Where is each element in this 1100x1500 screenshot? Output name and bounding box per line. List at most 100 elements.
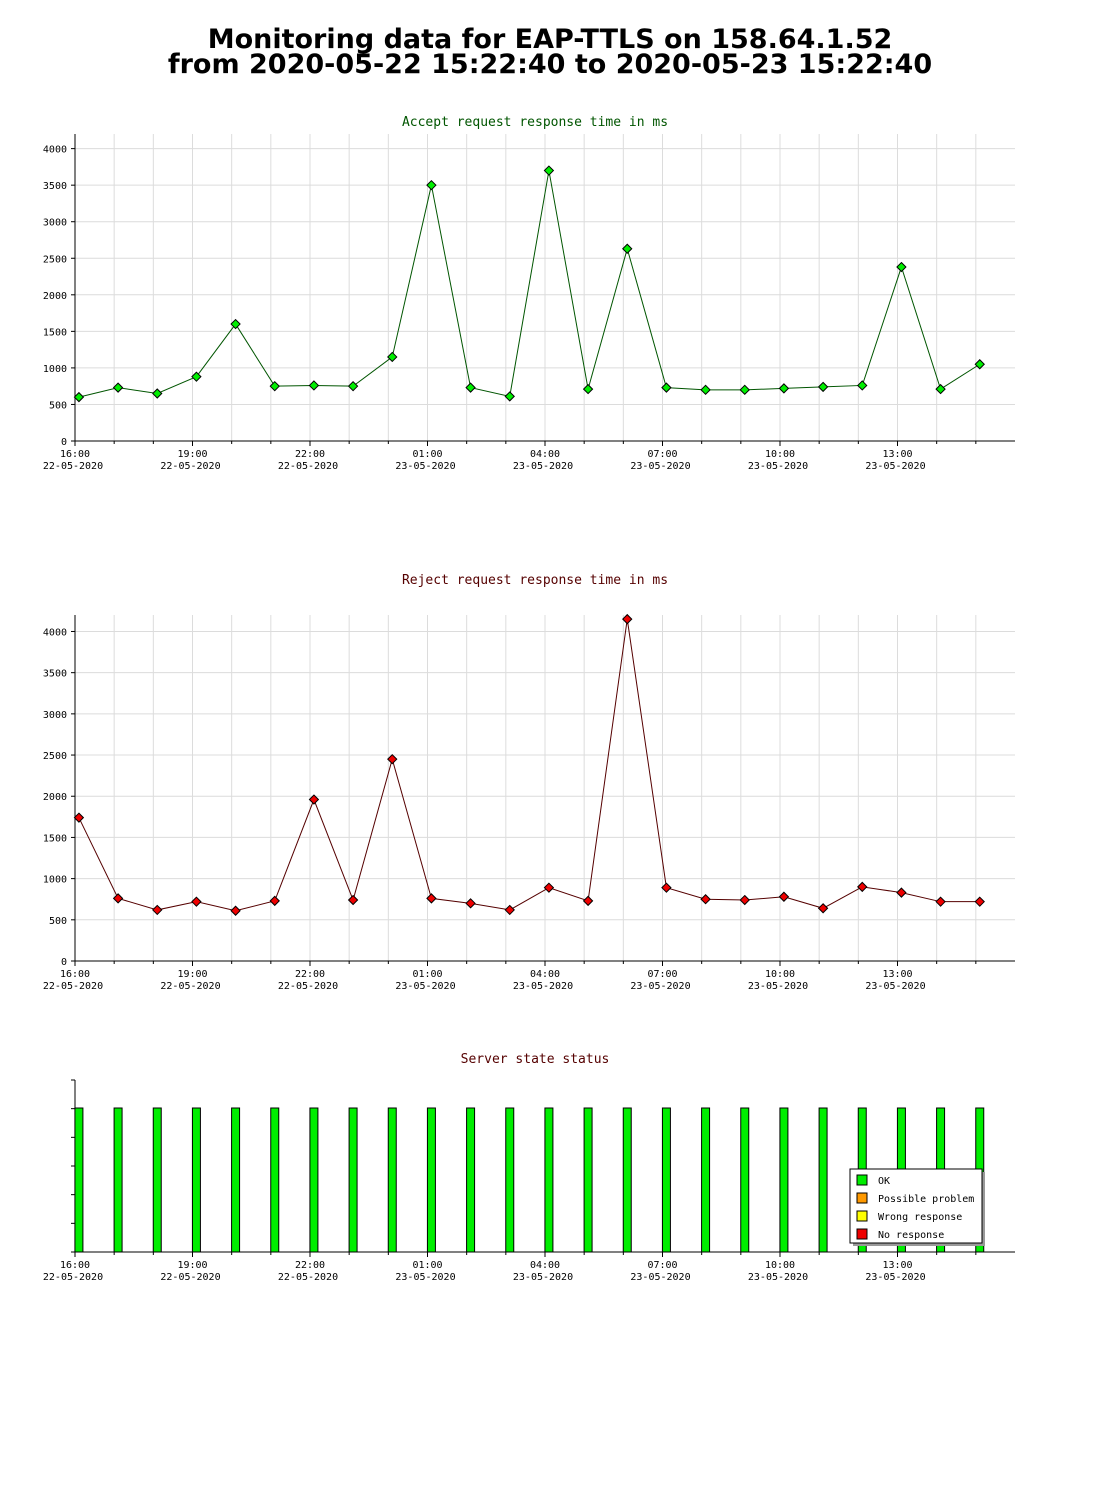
data-point — [622, 613, 633, 625]
x-tick-time: 07:00 — [647, 969, 677, 980]
data-point — [778, 891, 790, 902]
x-tick-date: 22-05-2020 — [43, 981, 103, 992]
legend-box — [849, 1168, 983, 1244]
data-point — [347, 894, 359, 906]
x-tick-time: 19:00 — [177, 449, 207, 460]
data-point — [896, 887, 907, 898]
x-tick-date: 22-05-2020 — [278, 461, 338, 472]
x-tick-time: 22:00 — [295, 449, 325, 460]
x-tick-time: 19:00 — [177, 1260, 207, 1271]
data-point — [543, 882, 555, 893]
series-line — [78, 619, 980, 912]
data-point — [622, 243, 633, 254]
x-tick-date: 22-05-2020 — [160, 981, 220, 992]
status-bar — [113, 1107, 123, 1253]
x-tick-date: 22-05-2020 — [160, 461, 220, 472]
x-tick-time: 07:00 — [647, 1260, 677, 1271]
x-tick-date: 23-05-2020 — [513, 1272, 573, 1283]
x-tick-time: 10:00 — [765, 449, 795, 460]
x-tick-time: 01:00 — [412, 969, 442, 980]
x-tick-date: 23-05-2020 — [395, 461, 455, 472]
data-point — [387, 351, 398, 363]
y-tick-label: 2000 — [43, 291, 67, 302]
x-tick-time: 04:00 — [530, 1260, 560, 1271]
data-point — [152, 388, 163, 399]
x-tick-time: 22:00 — [295, 969, 325, 980]
status-bar — [622, 1107, 632, 1253]
x-tick-date: 22-05-2020 — [43, 461, 103, 472]
data-point — [347, 380, 359, 392]
status-bar — [661, 1107, 671, 1253]
x-tick-date: 23-05-2020 — [630, 981, 690, 992]
data-point — [661, 382, 672, 393]
x-tick-time: 22:00 — [295, 1260, 325, 1271]
data-point — [269, 380, 280, 392]
data-point — [426, 179, 437, 191]
status-bar — [231, 1107, 241, 1253]
x-tick-time: 13:00 — [882, 969, 912, 980]
x-tick-date: 23-05-2020 — [395, 1272, 455, 1283]
x-tick-date: 23-05-2020 — [865, 1272, 925, 1283]
series-line — [78, 170, 981, 398]
status-bar — [544, 1107, 554, 1253]
data-point — [935, 383, 946, 395]
y-tick-label: 0 — [61, 957, 67, 968]
data-point — [73, 812, 85, 823]
data-point — [661, 882, 672, 893]
y-tick-label: 3000 — [43, 218, 67, 229]
x-tick-time: 13:00 — [882, 1260, 912, 1271]
status-bar — [740, 1107, 750, 1253]
y-tick-label: 500 — [49, 400, 67, 411]
y-tick-label: 2500 — [43, 254, 67, 265]
data-point — [230, 905, 241, 916]
data-point — [504, 391, 515, 402]
status-bar — [701, 1107, 711, 1253]
chart-title: Reject request response time in ms — [402, 573, 668, 588]
data-point — [152, 904, 163, 916]
x-tick-date: 23-05-2020 — [865, 461, 925, 472]
x-tick-time: 10:00 — [765, 1260, 795, 1271]
y-tick-label: 2000 — [43, 792, 67, 803]
x-tick-time: 16:00 — [60, 1260, 90, 1271]
x-tick-date: 22-05-2020 — [278, 981, 338, 992]
x-tick-date: 22-05-2020 — [160, 1272, 220, 1283]
status-bar — [74, 1107, 84, 1253]
status-bar — [387, 1107, 397, 1253]
chart-1: Reject request response time in ms 0 500 10… — [43, 573, 1015, 968]
status-bar — [505, 1107, 515, 1253]
chart-title: Accept request response time in ms — [402, 115, 668, 130]
data-point — [191, 896, 202, 907]
y-tick-label: 2500 — [43, 751, 67, 762]
x-tick-time: 16:00 — [60, 449, 90, 460]
status-bar — [152, 1107, 162, 1253]
legend-swatch — [856, 1228, 868, 1240]
y-tick-label: 3500 — [43, 181, 67, 192]
data-point — [191, 371, 202, 382]
x-tick-time: 10:00 — [765, 969, 795, 980]
data-point — [504, 904, 515, 916]
data-point — [426, 893, 437, 904]
data-point — [73, 391, 85, 403]
page-title-line2: from 2020-05-22 15:22:40 to 2020-05-23 1… — [167, 49, 933, 80]
y-tick-label: 1500 — [43, 833, 67, 844]
data-point — [230, 318, 241, 330]
data-point — [700, 894, 711, 905]
x-tick-date: 23-05-2020 — [630, 461, 690, 472]
status-bar — [426, 1107, 436, 1253]
x-tick-date: 23-05-2020 — [748, 461, 808, 472]
data-point — [778, 383, 790, 394]
data-point — [465, 898, 476, 909]
legend-label: No response — [878, 1230, 944, 1241]
x-tick-time: 04:00 — [530, 449, 560, 460]
y-tick-label: 4000 — [43, 627, 67, 638]
x-tick-time: 07:00 — [647, 449, 677, 460]
data-point — [896, 261, 907, 273]
x-tick-time: 16:00 — [60, 969, 90, 980]
x-tick-date: 23-05-2020 — [630, 1272, 690, 1283]
data-point — [582, 383, 594, 395]
data-point — [582, 895, 594, 907]
data-point — [308, 380, 320, 391]
data-point — [974, 896, 985, 907]
data-point — [269, 895, 280, 907]
data-point — [817, 903, 829, 914]
